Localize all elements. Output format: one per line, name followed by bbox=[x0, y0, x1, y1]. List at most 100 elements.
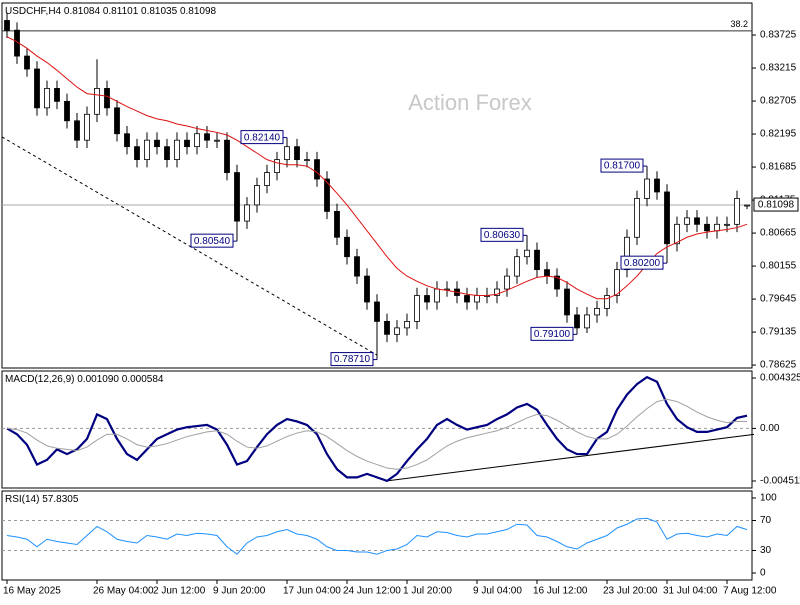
candle-body bbox=[434, 288, 440, 303]
candle-body bbox=[184, 139, 190, 148]
x-tick-label: 16 Jul 12:00 bbox=[533, 586, 588, 597]
x-tick-label: 9 Jun 20:00 bbox=[213, 586, 266, 597]
rsi-value: 57.8305 bbox=[42, 494, 79, 505]
candle-body bbox=[394, 327, 400, 335]
candle-body bbox=[544, 269, 550, 277]
macd-title: MACD(12,26,9) bbox=[5, 374, 74, 385]
candle-body bbox=[304, 159, 310, 162]
candle-body bbox=[34, 68, 40, 109]
moving-average bbox=[6, 36, 748, 300]
x-tick-label: 1 Jul 20:00 bbox=[403, 586, 452, 597]
candle-body bbox=[594, 308, 600, 316]
candle-body bbox=[134, 146, 140, 161]
last-open: 0.81084 bbox=[64, 6, 101, 17]
annotation-box bbox=[240, 130, 284, 145]
candle-body bbox=[464, 295, 470, 303]
candle-body bbox=[284, 146, 290, 161]
candle-body bbox=[104, 88, 110, 109]
panel-frame bbox=[1, 490, 753, 581]
last-close: 0.81098 bbox=[180, 6, 217, 17]
candle-body bbox=[744, 204, 750, 207]
candle-body bbox=[524, 249, 530, 258]
y-tick-label: 0.78625 bbox=[760, 360, 797, 371]
last-high: 0.81101 bbox=[103, 6, 139, 17]
candle-body bbox=[344, 236, 350, 258]
x-tick-label: 7 Aug 12:00 bbox=[723, 586, 777, 597]
trendline bbox=[386, 433, 755, 482]
candle-body bbox=[664, 191, 670, 245]
indicator-line bbox=[6, 517, 748, 555]
candle-body bbox=[324, 178, 330, 212]
x-tick-label: 2 Jun 12:00 bbox=[153, 586, 206, 597]
annotation-label: 0.80630 bbox=[484, 230, 521, 241]
panel-frame bbox=[1, 2, 753, 369]
x-tick-label: 26 May 04:00 bbox=[93, 586, 154, 597]
candle-body bbox=[364, 275, 370, 303]
y-tick-label: 0.004325 bbox=[760, 373, 800, 384]
candle-body bbox=[534, 249, 540, 271]
candle-body bbox=[194, 133, 200, 148]
candle-body bbox=[24, 55, 30, 70]
candle-body bbox=[384, 321, 390, 335]
candle-body bbox=[564, 288, 570, 316]
candle-body bbox=[314, 159, 320, 180]
candle-body bbox=[424, 295, 430, 303]
y-tick-label: 0.79135 bbox=[760, 327, 797, 338]
candle-body bbox=[674, 223, 680, 245]
y-tick-label: -0.004511 bbox=[760, 476, 800, 487]
x-tick-label: 9 Jul 04:00 bbox=[473, 586, 522, 597]
candle-body bbox=[414, 295, 420, 322]
x-tick-label: 17 Jun 04:00 bbox=[283, 586, 341, 597]
candle-body bbox=[84, 113, 90, 141]
candle-body bbox=[644, 178, 650, 199]
annotation-box bbox=[480, 227, 524, 242]
candle-body bbox=[474, 295, 480, 303]
candle-body bbox=[724, 223, 730, 226]
y-tick-label: 100 bbox=[760, 493, 777, 504]
annotation-box bbox=[330, 352, 374, 367]
last-price-box bbox=[753, 197, 799, 212]
candle-body bbox=[574, 314, 580, 329]
y-tick-label: 0.79645 bbox=[760, 294, 797, 305]
candle-body bbox=[124, 133, 130, 148]
candle-body bbox=[694, 217, 700, 225]
annotation-label: 0.80200 bbox=[624, 258, 661, 269]
candle-body bbox=[4, 20, 10, 31]
annotation-box bbox=[530, 326, 574, 341]
x-tick-label: 24 Jun 12:00 bbox=[343, 586, 401, 597]
candle-body bbox=[354, 256, 360, 277]
y-tick-label: 0.83215 bbox=[760, 63, 797, 74]
macd-header: MACD(12,26,9) 0.001090 0.000584 bbox=[5, 374, 164, 385]
watermark: Action Forex bbox=[408, 90, 532, 115]
rsi-header: RSI(14) 57.8305 bbox=[5, 494, 79, 505]
last-price-label: 0.81098 bbox=[758, 200, 795, 211]
candle-body bbox=[584, 314, 590, 329]
candle-body bbox=[684, 217, 690, 225]
y-tick-label: 0.82195 bbox=[760, 129, 797, 140]
y-tick-label: 0.80155 bbox=[760, 261, 797, 272]
rsi-title: RSI(14) bbox=[5, 494, 39, 505]
candle-body bbox=[214, 139, 220, 142]
candle-body bbox=[144, 139, 150, 161]
annotation-label: 0.80540 bbox=[194, 236, 231, 247]
macd-value: 0.001090 bbox=[77, 374, 119, 385]
y-tick-label: 30 bbox=[760, 545, 772, 556]
candle-body bbox=[154, 139, 160, 148]
annotation-label: 0.78710 bbox=[334, 354, 371, 365]
candle-body bbox=[654, 178, 660, 193]
symbol: USDCHF,H4 bbox=[5, 6, 62, 17]
candle-body bbox=[634, 198, 640, 238]
candle-body bbox=[714, 223, 720, 232]
annotation-box bbox=[190, 233, 234, 248]
annotation-label: 0.81700 bbox=[604, 161, 641, 172]
panel-frame bbox=[1, 370, 753, 489]
y-tick-label: 0.82705 bbox=[760, 96, 797, 107]
y-tick-label: 0.83725 bbox=[760, 30, 797, 41]
trendline bbox=[1, 136, 378, 356]
x-tick-label: 16 May 2025 bbox=[3, 586, 61, 597]
candle-body bbox=[64, 100, 70, 122]
annotation-box bbox=[600, 158, 644, 173]
candle-body bbox=[174, 139, 180, 161]
